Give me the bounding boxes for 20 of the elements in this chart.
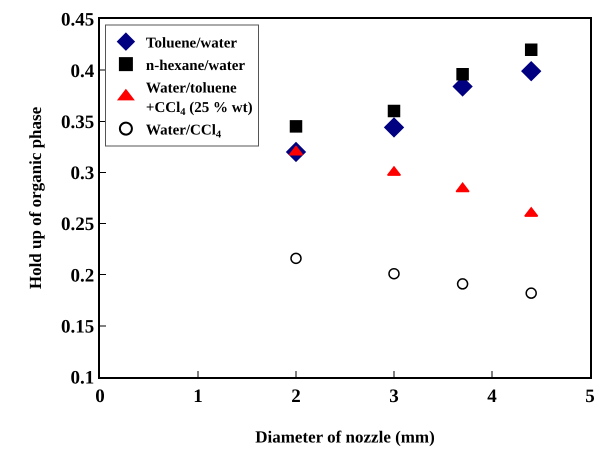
y-tick-label: 0.35: [60, 112, 94, 133]
y-tick-label: 0.3: [70, 163, 94, 184]
y-tick-label: 0.2: [70, 265, 94, 286]
x-axis-title: Diameter of nozzle (mm): [255, 428, 435, 447]
legend-label: Water/CCl$_{4}$: [146, 122, 222, 141]
y-tick-label: 0.4: [70, 60, 95, 82]
legend-label: Toluene/water: [146, 35, 238, 52]
y-tick-label: 0.25: [60, 214, 94, 236]
x-tick-label: 0: [95, 386, 105, 407]
x-tick-label: 5: [585, 386, 595, 407]
legend-label: Water/toluene +CCl$_{4}$ (25 % wt): [146, 80, 253, 118]
y-tick-label: 0.45: [60, 10, 94, 31]
x-tick-label: 4: [487, 386, 498, 407]
legend-label: n-hexane/water: [146, 58, 246, 74]
y-tick-label: 0.15: [60, 316, 94, 338]
x-tick-label: 3: [389, 386, 399, 407]
y-axis-title: Hold up of organic phase: [26, 106, 45, 290]
x-tick-label: 2: [291, 386, 301, 407]
x-tick-label: 1: [193, 386, 203, 407]
y-tick-label: 0.1: [70, 368, 94, 389]
